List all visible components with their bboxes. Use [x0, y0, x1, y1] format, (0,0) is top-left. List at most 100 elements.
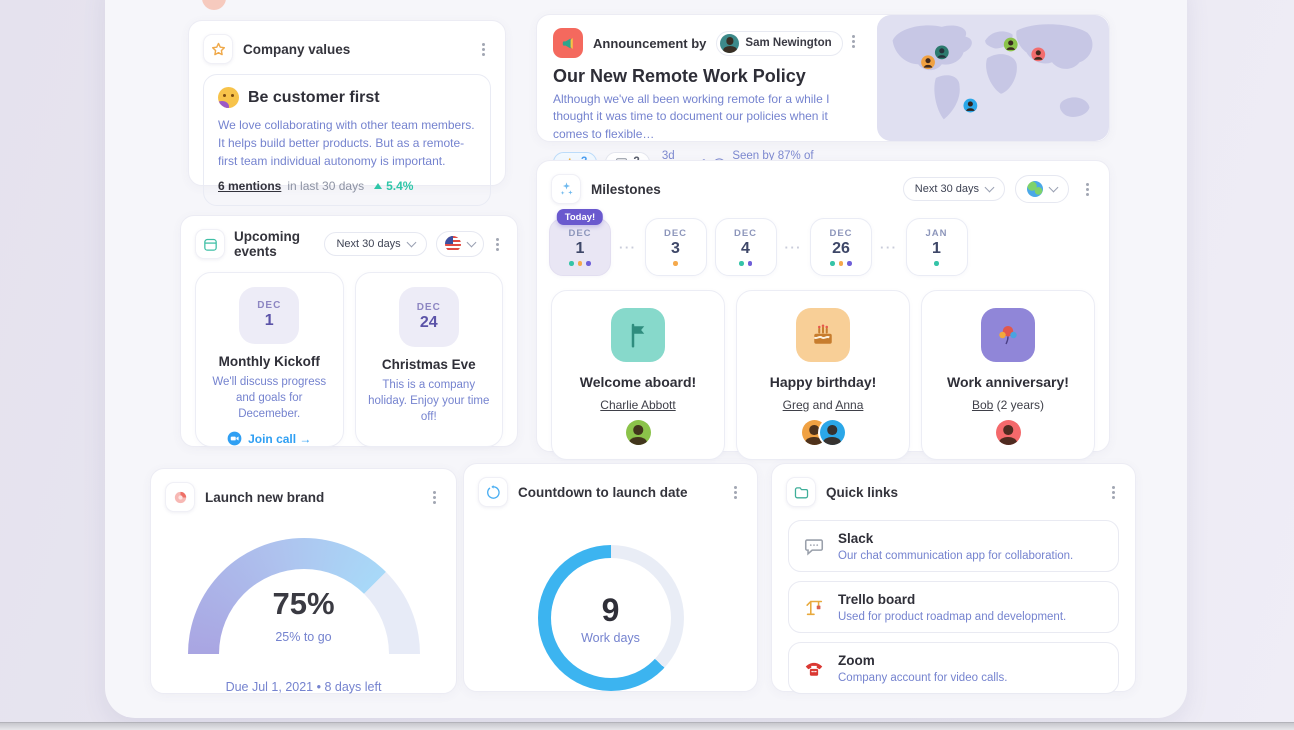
date-chip[interactable]: DEC 3 — [644, 218, 707, 276]
avatar — [625, 420, 651, 445]
kebab-menu-button[interactable] — [1079, 179, 1095, 199]
quick-link-trello[interactable]: Trello board Used for product roadmap an… — [788, 581, 1119, 633]
event-card: DEC 1 Monthly Kickoff We'll discuss prog… — [195, 272, 344, 447]
event-title: Christmas Eve — [381, 357, 476, 372]
kebab-menu-button[interactable] — [845, 31, 861, 51]
progress-gauge: 75% 25% to go — [187, 538, 420, 654]
milestone-card-birthday: Happy birthday! Greg and Anna — [736, 290, 910, 460]
announcement-card: Announcement by Sam Newington Our New Re… — [536, 14, 1110, 174]
chips-separator: ··· — [880, 239, 898, 255]
card-title: Countdown to launch date — [518, 484, 688, 500]
chip-dots — [828, 261, 854, 266]
date-chip[interactable]: DEC 26 — [810, 218, 872, 276]
cropped-avatar — [202, 0, 226, 10]
range-dropdown[interactable]: Next 30 days — [324, 232, 427, 256]
chips-separator: ··· — [784, 239, 802, 255]
mentions-link[interactable]: 6 mentions — [218, 179, 282, 193]
milestone-cards-row: Welcome aboard! Charlie Abbott Happy bir… — [537, 276, 1109, 460]
screen-bottom-bezel — [0, 722, 1294, 730]
gauge-percent: 75% — [272, 586, 335, 621]
quick-link-slack[interactable]: Slack Our chat communication app for col… — [788, 520, 1119, 572]
date-chips-row: Today! DEC 1 ··· DEC 3 DEC 4 ··· DEC 26 — [537, 204, 1109, 276]
link-description: Company account for video calls. — [838, 672, 1008, 684]
star-icon — [203, 34, 233, 64]
trend-badge: 5.4% — [374, 179, 413, 193]
due-date-text: Due Jul 1, 2021 • 8 days left — [225, 680, 382, 694]
milestone-card-welcome: Welcome aboard! Charlie Abbott — [551, 290, 725, 460]
event-title: Monthly Kickoff — [218, 353, 320, 369]
value-heading: Be customer first — [248, 88, 380, 106]
quick-links-card: Quick links Slack Our chat communication… — [771, 463, 1136, 694]
chip-dots — [932, 261, 941, 266]
kebab-menu-button[interactable] — [1105, 482, 1121, 502]
value-description: We love collaborating with other team me… — [218, 118, 475, 168]
mentions-suffix: in last 30 days — [287, 179, 365, 193]
link-name: Zoom — [838, 653, 875, 668]
video-camera-icon — [227, 431, 242, 446]
trend-up-icon — [374, 183, 383, 189]
kebab-menu-button[interactable] — [493, 234, 503, 254]
milestones-card: Milestones Next 30 days Today! DEC 1 ···… — [536, 160, 1110, 460]
date-chip[interactable]: Today! DEC 1 — [549, 209, 611, 276]
date-chip[interactable]: DEC 4 — [714, 218, 777, 276]
locale-dropdown[interactable] — [1015, 175, 1069, 203]
announcement-excerpt: Although we've all been working remote f… — [553, 92, 830, 141]
speech-bubble-icon — [804, 539, 824, 556]
balloons-icon — [981, 308, 1035, 362]
event-date: DEC 24 — [398, 287, 459, 347]
person-link[interactable]: Bob — [971, 398, 994, 412]
person-link[interactable]: Charlie Abbott — [600, 398, 676, 412]
locale-dropdown[interactable] — [435, 231, 484, 257]
kebab-menu-button[interactable] — [426, 487, 442, 507]
calendar-icon — [195, 229, 225, 259]
date-chip[interactable]: JAN 1 — [905, 218, 968, 276]
telephone-icon — [805, 662, 823, 676]
chevron-down-icon — [1048, 182, 1059, 193]
card-title: Milestones — [591, 181, 661, 197]
map-avatar-pins — [921, 37, 1046, 113]
kebab-menu-button[interactable] — [727, 482, 743, 502]
megaphone-icon — [553, 28, 583, 58]
author-pill[interactable]: Sam Newington — [716, 30, 843, 56]
card-title: Launch new brand — [205, 489, 325, 505]
crane-icon — [806, 600, 823, 616]
kebab-menu-button[interactable] — [475, 39, 491, 59]
confetti-icon — [551, 174, 581, 204]
countdown-label: Work days — [581, 630, 640, 645]
announcement-title: Our New Remote Work Policy — [553, 66, 806, 86]
chips-separator: ··· — [619, 239, 637, 255]
chevron-down-icon — [406, 237, 417, 248]
company-values-header: Company values — [189, 21, 505, 64]
avatar — [819, 420, 845, 445]
person-link[interactable]: Anna — [835, 398, 864, 412]
chevron-down-icon — [466, 237, 477, 248]
card-title: Quick links — [826, 484, 899, 500]
upcoming-events-card: Upcoming events Next 30 days DEC 1 Month… — [180, 215, 518, 447]
chip-dots — [737, 261, 754, 266]
event-card: DEC 24 Christmas Eve This is a company h… — [354, 272, 503, 447]
announcement-label: Announcement by — [593, 35, 707, 51]
link-description: Our chat communication app for collabora… — [838, 550, 1074, 562]
gauge-remaining: 25% to go — [275, 630, 332, 644]
countdown-card: Countdown to launch date 9 Work days — [463, 463, 758, 692]
brand-disc-icon — [165, 482, 195, 512]
person-link[interactable]: Greg — [782, 398, 810, 412]
card-title: Upcoming events — [234, 229, 300, 259]
event-description: This is a company holiday. Enjoy your ti… — [368, 379, 490, 424]
chevron-down-icon — [984, 182, 995, 193]
link-name: Slack — [838, 531, 874, 546]
quick-link-zoom[interactable]: Zoom Company account for video calls. — [788, 642, 1119, 694]
range-dropdown[interactable]: Next 30 days — [902, 177, 1005, 201]
avatar — [995, 420, 1021, 445]
chip-dots — [671, 261, 680, 266]
value-item: Be customer first We love collaborating … — [203, 74, 491, 206]
countdown-number: 9 — [601, 591, 620, 628]
timer-icon — [478, 477, 508, 507]
hugging-face-emoji-icon — [218, 87, 239, 108]
chip-dots — [567, 261, 593, 266]
link-name: Trello board — [838, 592, 916, 607]
join-call-link[interactable]: Join call → — [227, 431, 311, 446]
milestone-card-anniversary: Work anniversary! Bob (2 years) — [921, 290, 1095, 460]
countdown-ring: 9 Work days — [537, 545, 684, 691]
